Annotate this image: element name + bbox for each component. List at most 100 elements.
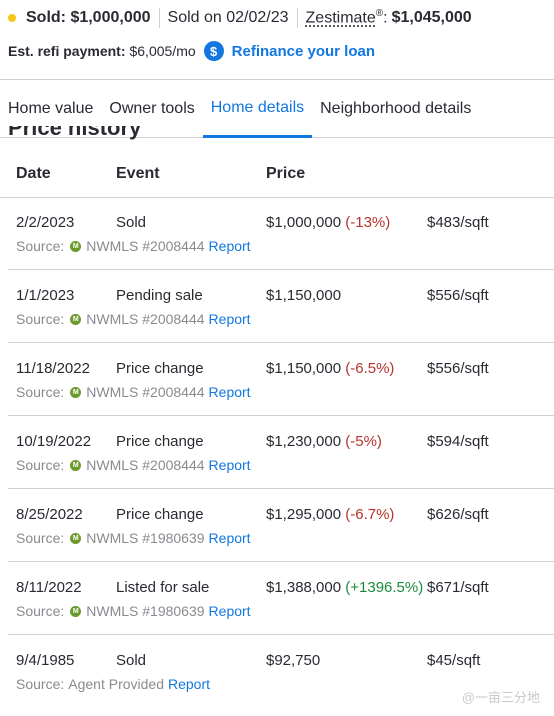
zestimate-tooltip-trigger[interactable]: Zestimate®: [306, 8, 388, 27]
row-date: 8/25/2022 [16, 506, 83, 523]
sold-status-dot [8, 14, 16, 22]
row-price-value: $1,230,000 [266, 433, 342, 450]
row-price-per-sqft: $556/sqft [427, 360, 489, 377]
mls-logo-icon: M [70, 240, 82, 252]
header-divider [0, 79, 554, 80]
table-row: 11/18/2022 Price change $1,150,000 (-6.5… [8, 344, 554, 416]
row-price-per-sqft: $594/sqft [427, 433, 489, 450]
row-date: 1/1/2023 [16, 287, 75, 304]
row-source-label: Source: [16, 457, 65, 473]
tab-home-value[interactable]: Home value [8, 100, 94, 117]
row-price-per-sqft: $483/sqft [427, 214, 489, 231]
row-price: $1,150,000 (-6.5%) [266, 360, 394, 377]
sale-status-line: Sold: $1,000,000 Sold on 02/02/23 Zestim… [8, 7, 472, 29]
column-header-event: Event [116, 165, 160, 182]
row-source: Source: M NWMLS #2008444 Report [16, 384, 251, 400]
row-price-change: (-5%) [345, 433, 382, 450]
row-price: $1,000,000 (-13%) [266, 214, 390, 231]
mls-logo-icon: M [70, 313, 82, 325]
refi-line: Est. refi payment: $6,005/mo $ Refinance… [8, 40, 375, 62]
row-source: Source: M NWMLS #2008444 Report [16, 238, 251, 254]
table-row: 8/25/2022 Price change $1,295,000 (-6.7%… [8, 490, 554, 562]
zestimate-label[interactable]: Zestimate [305, 9, 376, 27]
row-price-value: $92,750 [266, 652, 321, 669]
report-link[interactable]: Report [208, 457, 251, 473]
row-source: Source: M NWMLS #2008444 Report [16, 311, 251, 327]
row-event: Price change [116, 433, 204, 450]
report-link[interactable]: Report [167, 676, 211, 692]
sold-date: Sold on 02/02/23 [167, 9, 289, 26]
row-source-label: Source: [16, 238, 65, 254]
divider [158, 8, 160, 28]
row-source-name: NWMLS #2008444 [86, 238, 205, 254]
row-event: Pending sale [116, 287, 203, 304]
row-price: $92,750 [266, 652, 320, 669]
row-price-per-sqft: $45/sqft [427, 652, 481, 669]
row-event: Listed for sale [116, 579, 210, 596]
table-row: 8/11/2022 Listed for sale $1,388,000 (+1… [8, 563, 554, 635]
mls-logo-icon: M [70, 532, 82, 544]
mls-logo-icon: M [70, 605, 82, 617]
row-source-name: NWMLS #2008444 [86, 311, 205, 327]
tab-owner-tools[interactable]: Owner tools [109, 100, 195, 117]
divider [296, 8, 298, 28]
report-link[interactable]: Report [208, 603, 251, 619]
refinance-link[interactable]: Refinance your loan [231, 42, 376, 60]
table-row: 9/4/1985 Sold $92,750 $45/sqft Source: A… [8, 636, 554, 708]
report-link[interactable]: Report [208, 384, 251, 400]
row-source: Source: M NWMLS #2008444 Report [16, 457, 251, 473]
refi-value: $6,005/mo [129, 43, 196, 59]
report-link[interactable]: Report [208, 238, 251, 254]
column-header-date: Date [16, 165, 51, 182]
registered-mark: ® [375, 8, 384, 20]
tab-home-details[interactable]: Home details [202, 80, 313, 138]
row-source-label: Source: [16, 676, 65, 692]
row-source-name: Agent Provided [68, 676, 164, 692]
home-summary-header: Sold: $1,000,000 Sold on 02/02/23 Zestim… [0, 0, 554, 80]
table-row: 1/1/2023 Pending sale $1,150,000 $556/sq… [8, 271, 554, 343]
row-price-value: $1,150,000 [266, 287, 342, 304]
row-price-per-sqft: $556/sqft [427, 287, 489, 304]
section-title-text: Price history [8, 126, 142, 140]
column-header-price: Price [266, 165, 306, 182]
row-price: $1,388,000 (+1396.5%) [266, 579, 423, 596]
row-price-change: (-13%) [345, 214, 391, 231]
row-source: Source: M NWMLS #1980639 Report [16, 603, 251, 619]
row-event: Price change [116, 360, 204, 377]
report-link[interactable]: Report [208, 311, 251, 327]
row-source-label: Source: [16, 311, 65, 327]
detail-tabs: Home value Owner tools Home details Neig… [0, 80, 554, 138]
row-price: $1,295,000 (-6.7%) [266, 506, 394, 523]
row-source: Source: M NWMLS #1980639 Report [16, 530, 251, 546]
zestimate-colon: : [383, 9, 388, 27]
mls-logo-icon: M [70, 459, 82, 471]
table-row: 10/19/2022 Price change $1,230,000 (-5%)… [8, 417, 554, 489]
row-price-value: $1,388,000 [266, 579, 342, 596]
row-event: Price change [116, 506, 204, 523]
tab-neighborhood-details[interactable]: Neighborhood details [320, 100, 472, 117]
sold-price: Sold: $1,000,000 [26, 9, 151, 26]
row-price-per-sqft: $626/sqft [427, 506, 489, 523]
row-price: $1,150,000 [266, 287, 341, 304]
row-source-name: NWMLS #2008444 [86, 384, 205, 400]
refi-label: Est. refi payment: [8, 43, 126, 59]
row-event: Sold [116, 214, 147, 231]
row-date: 8/11/2022 [16, 579, 82, 596]
row-source-name: NWMLS #2008444 [86, 457, 205, 473]
row-date: 2/2/2023 [16, 214, 75, 231]
row-date: 10/19/2022 [16, 433, 92, 450]
report-link[interactable]: Report [208, 530, 251, 546]
row-price-change: (-6.5%) [345, 360, 395, 377]
row-price-change: (-6.7%) [345, 506, 395, 523]
watermark: @一亩三分地 [461, 690, 540, 705]
row-date: 9/4/1985 [16, 652, 75, 669]
zestimate-value: $1,045,000 [391, 9, 472, 26]
row-source-label: Source: [16, 603, 65, 619]
dollar-icon: $ [203, 41, 224, 61]
row-source-name: NWMLS #1980639 [86, 530, 205, 546]
row-price-value: $1,150,000 [266, 360, 342, 377]
price-history-header: Date Event Price [0, 150, 554, 198]
row-date: 11/18/2022 [16, 360, 90, 377]
row-price-value: $1,000,000 [266, 214, 342, 231]
row-source-name: NWMLS #1980639 [86, 603, 205, 619]
